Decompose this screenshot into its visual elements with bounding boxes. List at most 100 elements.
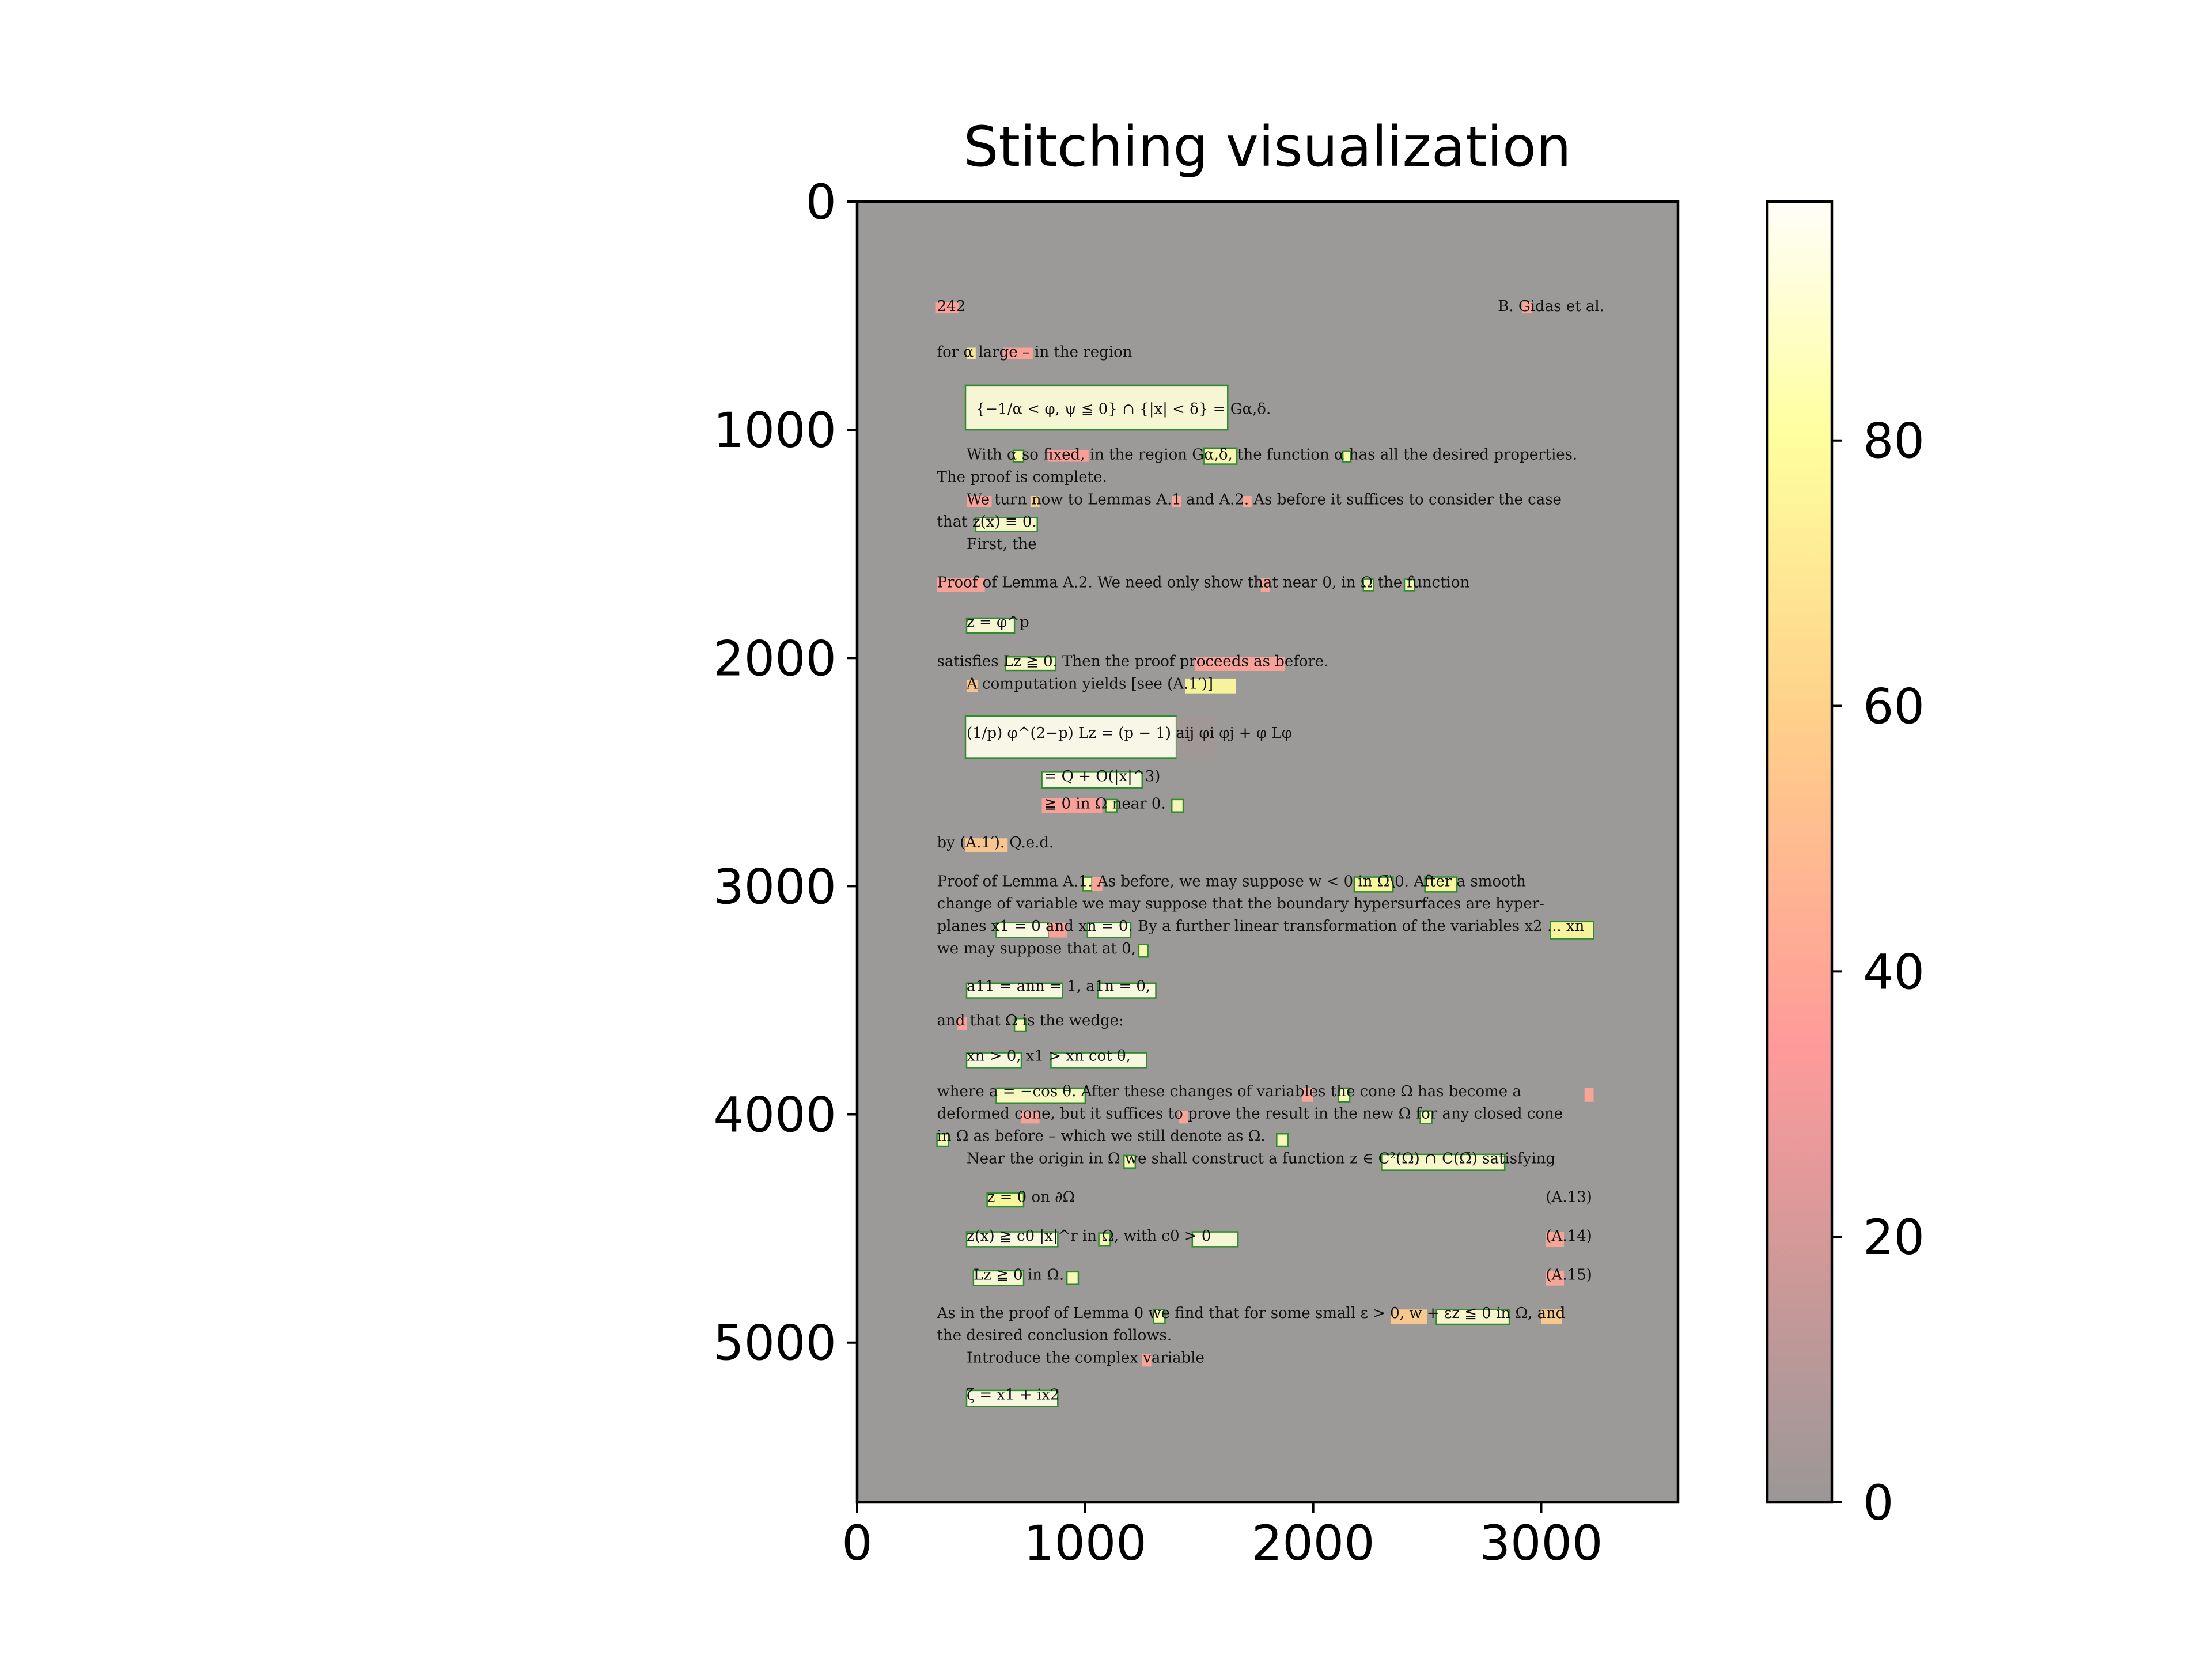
overlay-region — [1153, 1309, 1165, 1324]
document-text-line: A computation yields [see (A.1′)] — [966, 675, 1213, 692]
document-text-line: z(x) ≧ c0 |x|^r in Ω, with c0 > 0 — [967, 1228, 1211, 1245]
x-tick-label: 2000 — [1252, 1515, 1375, 1571]
overlay-region — [1047, 450, 1089, 462]
overlay-region — [1301, 1088, 1313, 1102]
colorbar-tick-label: 60 — [1863, 679, 1925, 735]
colorbar — [1766, 200, 1834, 1504]
overlay-region — [1521, 302, 1532, 314]
overlay-region — [1194, 657, 1285, 671]
overlay-region — [1172, 496, 1181, 507]
overlay-region — [967, 679, 978, 692]
region-box — [965, 982, 1063, 999]
overlay-region — [1338, 1088, 1350, 1102]
document-text-line: We turn now to Lemmas A.1 and A.2. As be… — [967, 491, 1562, 508]
overlay-region — [1138, 944, 1148, 957]
overlay-region — [1242, 496, 1252, 507]
overlay-region — [1099, 1233, 1111, 1246]
region-box — [965, 617, 1016, 634]
region-box — [1276, 1132, 1289, 1147]
region-box — [1138, 944, 1149, 958]
region-box — [1041, 771, 1143, 789]
document-text-line: As in the proof of Lemma 0 we find that … — [937, 1305, 1566, 1322]
document-text-line: satisfies Lz ≧ 0. Then the proof proceed… — [937, 653, 1329, 671]
region-box — [1419, 1110, 1433, 1124]
overlay-region — [1354, 877, 1393, 892]
document-text-line: in Ω as before – which we still denote a… — [937, 1128, 1266, 1145]
overlay-region — [1124, 1155, 1135, 1168]
region-box — [1005, 656, 1056, 672]
document-text-line: 242 — [937, 298, 966, 315]
y-tick-label: 5000 — [713, 1315, 836, 1372]
region-box — [1362, 578, 1374, 592]
region-box — [936, 1132, 949, 1147]
y-tick-label: 1000 — [713, 402, 836, 459]
region-box — [1342, 450, 1352, 463]
overlay-region — [1425, 877, 1457, 892]
x-tick-label: 0 — [842, 1515, 872, 1571]
document-text-line: B. Gidas et al. — [1498, 298, 1604, 315]
overlay-region — [965, 716, 1177, 759]
plot-frame — [855, 200, 1680, 1504]
document-text-line: ζ = x1 + ix2 — [967, 1387, 1059, 1404]
x-axis: 0 1000 2000 3000 — [842, 1502, 1603, 1571]
document-text-line: (A.13) — [1546, 1189, 1592, 1206]
overlay-region — [1142, 1354, 1152, 1367]
overlay-region — [1021, 1111, 1040, 1124]
region-box — [1012, 449, 1025, 463]
document-text-line: xn > 0, x1 > xn cot θ, — [967, 1047, 1131, 1065]
y-tick-label: 2000 — [713, 630, 836, 687]
document-text-line: Introduce the complex variable — [967, 1350, 1205, 1367]
document-text-line: The proof is complete. — [937, 468, 1107, 486]
overlay-region — [1203, 448, 1237, 464]
overlay-region — [965, 385, 1228, 430]
region-box — [1171, 798, 1184, 813]
overlay-region — [965, 838, 1008, 852]
region-box — [965, 1052, 1022, 1069]
document-text-line: (A.15) — [1546, 1266, 1592, 1283]
overlay-region — [1051, 1052, 1147, 1068]
document-text-line: (1/p) φ^(2−p) Lz = (p − 1) aij φi φj + φ… — [967, 725, 1292, 742]
x-tick-label: 1000 — [1024, 1515, 1147, 1571]
document-text-line: (A.14) — [1546, 1228, 1592, 1245]
document-text-line: a11 = ann = 1, a1n = 0, — [967, 978, 1150, 995]
overlay-region — [975, 517, 1037, 532]
document-text-line: z = 0 on ∂Ω — [987, 1189, 1075, 1206]
document-text-line: planes x1 = 0 and xn = 0. By a further l… — [937, 918, 1585, 935]
colorbar-axis: 0 20 40 60 80 — [1832, 413, 1925, 1531]
overlay-region — [967, 347, 976, 359]
overlay-region — [1541, 1309, 1562, 1325]
overlay-region — [1041, 772, 1142, 789]
overlay-region — [1363, 579, 1374, 591]
overlay-region — [1420, 1111, 1432, 1124]
overlay-region — [1391, 1309, 1427, 1325]
colorbar-tick-label: 20 — [1863, 1209, 1925, 1266]
document-text-line: Near the origin in Ω we shall construct … — [967, 1150, 1555, 1167]
overlay-region — [1005, 657, 1056, 671]
overlay-region — [1014, 1018, 1026, 1031]
region-box — [1123, 1154, 1137, 1169]
region-box — [1435, 1309, 1510, 1325]
document-text-line: First, the — [967, 536, 1037, 553]
region-box — [1050, 1052, 1147, 1069]
document-text-layer: 242 B. Gidas et al. for α large – in the r… — [937, 298, 1604, 1404]
overlay-region — [1584, 1088, 1594, 1102]
overlay-region — [996, 1088, 1085, 1103]
region-box — [1098, 1232, 1111, 1247]
region-box — [1353, 876, 1394, 893]
overlay-region — [1546, 1232, 1565, 1247]
region-box — [1550, 921, 1594, 940]
overlay-region — [1550, 921, 1594, 939]
document-text-line: where a = −cos θ. After these changes of… — [937, 1083, 1521, 1100]
overlay-layer — [935, 302, 1594, 1407]
overlay-region — [987, 1193, 1024, 1207]
overlay-region — [1003, 347, 1033, 359]
overlay-region — [1105, 799, 1118, 812]
region-box — [972, 1270, 1025, 1286]
colorbar-tick-label: 0 — [1863, 1475, 1893, 1531]
overlay-region — [967, 1052, 1021, 1068]
overlay-region — [957, 1017, 967, 1030]
document-text-line: With α so fixed, in the region Gα,δ, the… — [967, 446, 1577, 464]
overlay-region — [967, 983, 1063, 998]
region-box — [995, 1087, 1086, 1104]
